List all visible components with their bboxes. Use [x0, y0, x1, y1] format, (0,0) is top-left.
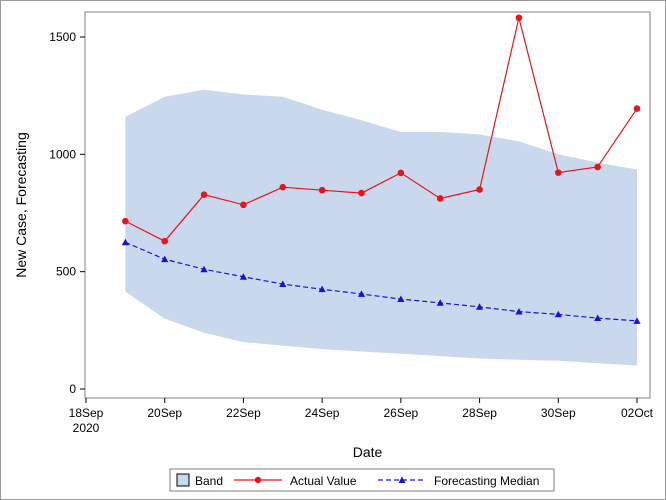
- actual-point: [161, 237, 169, 245]
- legend-median-marker: [398, 476, 406, 483]
- median-point: [279, 280, 287, 287]
- x-tick-label: 28Sep: [462, 406, 497, 420]
- actual-point: [397, 169, 405, 177]
- y-tick-label: 0: [69, 382, 76, 396]
- legend-actual-label: Actual Value: [290, 474, 357, 488]
- median-point: [357, 290, 366, 297]
- x-tick-label: 20Sep: [147, 406, 182, 420]
- actual-point: [279, 183, 287, 191]
- actual-point: [358, 189, 365, 197]
- x-tick-label: 22Sep: [226, 406, 261, 420]
- median-point: [633, 317, 641, 324]
- legend-band-label: Band: [195, 474, 223, 488]
- median-point: [515, 307, 523, 315]
- y-tick-label: 1500: [49, 30, 76, 44]
- legend-actual-marker: [254, 476, 262, 484]
- median-point: [436, 299, 444, 306]
- median-point: [161, 255, 169, 263]
- median-point: [318, 285, 326, 293]
- actual-point: [436, 195, 444, 202]
- actual-point: [240, 201, 247, 209]
- x-tick-label: 24Sep: [305, 406, 340, 420]
- median-point: [121, 238, 129, 246]
- actual-point: [122, 217, 129, 225]
- median-point: [200, 265, 208, 273]
- series-line-actual: [125, 17, 638, 242]
- actual-point: [476, 186, 483, 193]
- band-layer: [125, 89, 638, 366]
- actual-point: [554, 169, 562, 176]
- plot-area: [84, 11, 651, 399]
- actual-point: [200, 191, 208, 198]
- series-layer: [121, 14, 641, 324]
- y-tick-label: 1000: [49, 147, 76, 161]
- actual-point: [515, 14, 523, 22]
- x-axis-title: Date: [353, 444, 383, 460]
- y-axis-title: New Case, Forecasting: [13, 132, 29, 278]
- median-point: [554, 310, 562, 318]
- median-point: [239, 273, 248, 280]
- median-point: [397, 295, 405, 303]
- x-tick-label: 02Oct: [621, 406, 654, 420]
- actual-point: [594, 163, 601, 171]
- x-tick-label: 2020: [73, 421, 100, 435]
- y-tick-label: 500: [56, 265, 76, 279]
- legend-band-swatch: [176, 473, 190, 487]
- median-point: [594, 314, 602, 322]
- band-area: [125, 89, 638, 366]
- actual-point: [633, 105, 641, 112]
- legend-box: [169, 468, 555, 492]
- legend: Band Actual Value Forecasting Median: [169, 468, 555, 492]
- legend-median-label: Forecasting Median: [434, 474, 539, 488]
- series-line-median: [125, 241, 638, 322]
- x-tick-label: 18Sep: [69, 406, 104, 420]
- x-tick-label: 30Sep: [541, 406, 576, 420]
- actual-point: [318, 186, 326, 194]
- x-tick-label: 26Sep: [384, 406, 419, 420]
- median-point: [475, 303, 484, 310]
